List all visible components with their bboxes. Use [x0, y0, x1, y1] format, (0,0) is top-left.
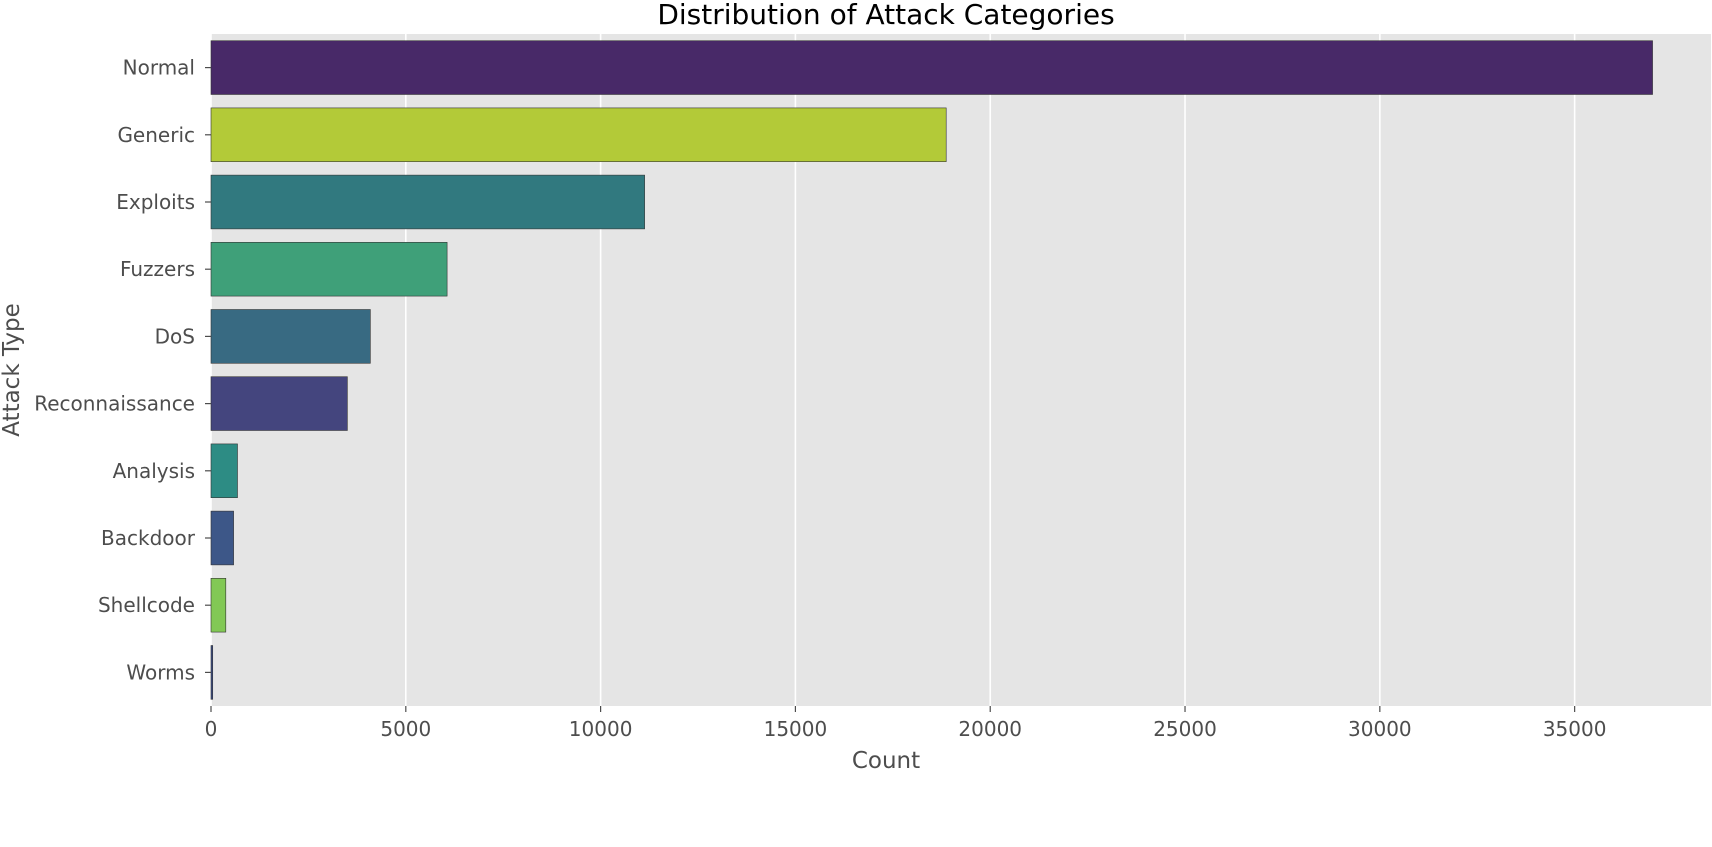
y-tick-label: Reconnaissance	[34, 392, 195, 416]
bars	[210, 40, 1653, 700]
y-tick-label: Exploits	[116, 190, 195, 214]
y-tick-label: DoS	[155, 324, 195, 348]
x-tick-label: 25000	[1153, 717, 1217, 741]
y-tick-label: Generic	[117, 123, 195, 147]
y-tick-label: Fuzzers	[120, 257, 195, 281]
x-axis-ticks: 0 5000 10000 15000 20000 25000 30000 35000	[205, 706, 1607, 741]
bar-reconnaissance	[210, 376, 348, 431]
y-tick-label: Shellcode	[98, 593, 195, 617]
y-tick-label: Analysis	[113, 459, 195, 483]
x-tick-label: 0	[205, 717, 218, 741]
y-tick-label: Worms	[126, 660, 195, 684]
y-tick-label: Backdoor	[101, 526, 196, 550]
x-tick-label: 10000	[569, 717, 633, 741]
bar-dos	[210, 309, 371, 364]
x-tick-label: 30000	[1348, 717, 1412, 741]
bar-generic	[210, 107, 947, 162]
x-tick-label: 5000	[380, 717, 431, 741]
bar-shellcode	[210, 578, 227, 633]
x-axis-label: Count	[852, 748, 920, 774]
y-axis-ticks: Normal Generic Exploits Fuzzers DoS Reconnais…	[34, 56, 211, 684]
x-tick-label: 35000	[1543, 717, 1607, 741]
x-tick-label: 15000	[764, 717, 828, 741]
bar-exploits	[210, 174, 645, 230]
x-tick-label: 20000	[958, 717, 1022, 741]
bar-analysis	[210, 443, 238, 498]
chart-title: Distribution of Attack Categories	[657, 0, 1114, 31]
bar-fuzzers	[210, 242, 448, 297]
y-axis-label: Attack Type	[0, 303, 25, 437]
y-tick-label: Normal	[123, 56, 195, 80]
bar-worms	[210, 645, 214, 700]
bar-backdoor	[210, 510, 234, 566]
bar-normal	[210, 40, 1653, 95]
